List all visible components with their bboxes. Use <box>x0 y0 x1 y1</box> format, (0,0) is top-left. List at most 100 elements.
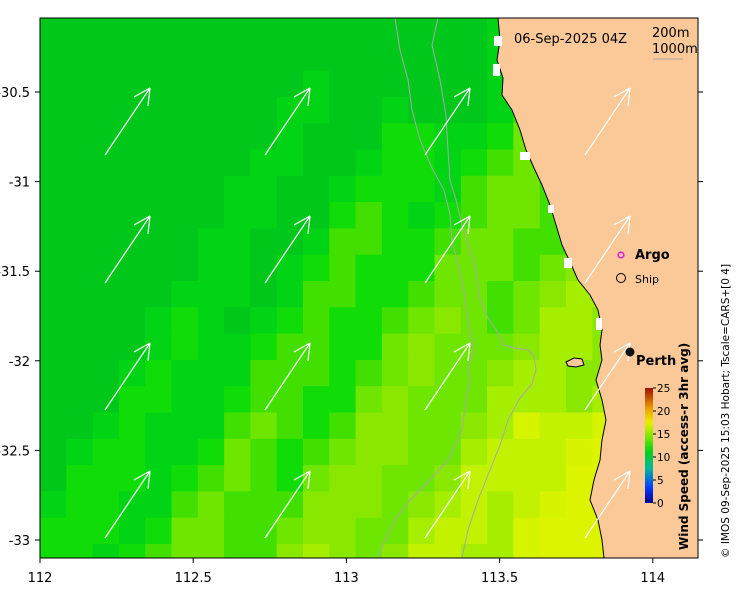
wind-grid-cell <box>329 544 357 558</box>
wind-grid-cell <box>276 202 304 229</box>
wind-grid-cell <box>224 202 251 229</box>
wind-grid-cell <box>145 307 173 335</box>
wind-grid-cell <box>513 307 541 335</box>
wind-grid-cell <box>171 438 199 466</box>
wind-grid-cell <box>276 18 304 45</box>
y-tick-label: -31.5 <box>0 265 30 280</box>
wind-grid-cell <box>460 175 488 203</box>
wind-arrow-icon <box>424 470 471 539</box>
wind-grid-cell <box>276 44 304 72</box>
wind-grid-cell <box>408 18 436 45</box>
wind-grid-cell <box>434 307 462 335</box>
wind-grid-cell <box>460 70 488 98</box>
wind-grid-cell <box>40 123 67 151</box>
wind-grid-cell <box>145 438 173 466</box>
wind-grid-cell <box>171 96 199 124</box>
wind-grid-cell <box>66 44 94 72</box>
wind-grid-cell <box>250 491 278 519</box>
wind-grid-cell <box>329 491 357 519</box>
wind-grid-cell <box>118 175 146 203</box>
wind-grid-cell <box>224 44 251 72</box>
wind-grid-cell <box>171 386 199 414</box>
wind-grid-cell <box>171 359 199 387</box>
city-label: Perth <box>636 354 676 369</box>
wind-grid-cell <box>40 386 67 414</box>
wind-grid-cell <box>276 412 304 440</box>
wind-grid-cell <box>513 333 541 361</box>
x-tick-label: 113 <box>334 571 359 586</box>
wind-grid-cell <box>329 281 357 308</box>
wind-grid-cell <box>224 412 251 440</box>
wind-grid-cell <box>171 517 199 545</box>
wind-grid-cell <box>145 254 173 282</box>
wind-grid-cell <box>66 149 94 177</box>
x-tick-label: 114 <box>640 571 665 586</box>
wind-grid-cell <box>92 202 120 229</box>
wind-grid-cell <box>145 96 173 124</box>
wind-grid-cell <box>460 96 488 124</box>
isobath-contours <box>377 18 537 558</box>
wind-grid-cell <box>434 359 462 387</box>
wind-grid-cell <box>92 491 120 519</box>
wind-grid-cell <box>460 359 488 387</box>
wind-grid-cell <box>145 123 173 151</box>
wind-grid-cell <box>118 386 146 414</box>
colorbar-tick-label: 25 <box>657 383 670 395</box>
wind-grid-cell <box>250 359 278 387</box>
wind-grid-cell <box>355 281 383 308</box>
wind-grid-cell <box>118 70 146 98</box>
colorbar-ticks: 25 20 15 10 5 0 <box>653 383 670 510</box>
wind-grid-cell <box>460 44 488 72</box>
wind-grid-cell <box>381 123 409 151</box>
wind-grid-cell <box>434 228 462 256</box>
wind-grid-cell <box>408 307 436 335</box>
wind-grid-cell <box>487 517 514 545</box>
wind-arrow-icon <box>265 0 310 15</box>
wind-grid-cell <box>460 517 488 545</box>
wind-grid-cell <box>171 281 199 308</box>
wind-grid-cell <box>303 18 330 45</box>
wind-grid-cell <box>145 281 173 308</box>
map-area[interactable] <box>40 0 698 571</box>
wind-grid-cell <box>224 517 251 545</box>
argo-legend-label: Argo <box>635 248 670 263</box>
wind-grid-cell <box>92 359 120 387</box>
credit-text: © IMOS 09-Sep-2025 15:03 Hobart; Tscale=… <box>720 264 732 558</box>
wind-grid-cell <box>66 254 94 282</box>
wind-grid-cell <box>250 386 278 414</box>
colorbar-title: Wind Speed (access-r 3hr avg) <box>677 343 691 550</box>
wind-grid-cell <box>513 228 541 256</box>
wind-grid-cell <box>92 123 120 151</box>
wind-grid-cell <box>303 175 330 203</box>
wind-grid-cell <box>197 18 225 45</box>
wind-grid-cell <box>408 517 436 545</box>
wind-grid-cell <box>276 281 304 308</box>
wind-grid-cell <box>250 70 278 98</box>
wind-grid-cell <box>460 333 488 361</box>
wind-grid-cell <box>434 517 462 545</box>
wind-grid-cell <box>329 18 357 45</box>
wind-grid-cell <box>434 386 462 414</box>
wind-grid-cell <box>408 438 436 466</box>
wind-grid-cell <box>66 359 94 387</box>
wind-grid-cell <box>40 18 67 45</box>
wind-grid-cell <box>460 544 488 558</box>
coastal-speckle <box>493 36 602 330</box>
wind-grid-cell <box>381 438 409 466</box>
wind-arrow-icon <box>424 87 471 156</box>
wind-grid-cell <box>408 228 436 256</box>
wind-grid-cell <box>171 123 199 151</box>
wind-grid-cell <box>224 228 251 256</box>
wind-arrow-icon <box>585 0 630 15</box>
wind-arrow-icon <box>584 215 631 284</box>
wind-grid-cell <box>566 517 593 545</box>
wind-grid-cell <box>487 491 514 519</box>
wind-grid-cell <box>355 544 383 558</box>
wind-grid-cell <box>92 438 120 466</box>
wind-vector-field <box>104 0 631 539</box>
wind-grid-cell <box>329 517 357 545</box>
wind-grid-cell <box>92 333 120 361</box>
wind-grid-cell <box>460 123 488 151</box>
wind-grid-cell <box>40 281 67 308</box>
wind-arrow-icon <box>264 470 311 539</box>
